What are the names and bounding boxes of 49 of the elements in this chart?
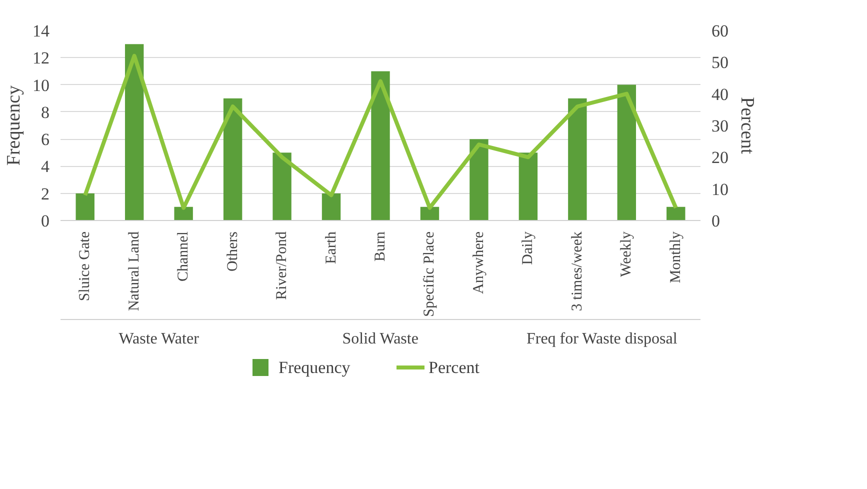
x-tick-label: Others (224, 231, 241, 272)
x-tick-label: Weekly (618, 231, 635, 277)
bar (272, 152, 292, 220)
y2-tick-label: 40 (712, 84, 728, 104)
y2-tick-label: 50 (712, 53, 728, 72)
bar (223, 98, 242, 220)
y2-axis-title: Percent (736, 97, 758, 155)
legend-label: Frequency (278, 358, 351, 377)
text: Freq for Waste disposal (526, 330, 678, 348)
x-tick-label: Monthly (668, 231, 684, 284)
x-tick-label: Daily (520, 231, 536, 265)
x-tick-label: Specific Place (422, 231, 438, 317)
x-tick-label: Natural Land (126, 231, 142, 312)
bar (470, 139, 488, 220)
y-tick-label: 8 (41, 102, 50, 122)
x-tick-label: Sluice Gate (77, 231, 94, 302)
y2-tick-label: 0 (712, 212, 720, 230)
bar (617, 84, 636, 220)
x-tick-label: 3 times/week (569, 231, 586, 312)
y-tick-label: 0 (41, 212, 50, 230)
y-tick-label: 4 (41, 157, 50, 176)
text: Solid Waste (342, 330, 418, 348)
y2-tick-label: 20 (712, 148, 728, 168)
y-tick-label: 10 (32, 76, 50, 95)
y2-tick-label: 60 (712, 22, 728, 40)
bar (420, 206, 440, 220)
x-tick-label: River/Pond (274, 231, 290, 300)
bar (174, 206, 193, 220)
x-tick-label: Channel (176, 231, 192, 282)
line-series (83, 54, 678, 210)
y-tick-label: 2 (41, 184, 50, 204)
bar (568, 98, 587, 220)
legend-label: Percent (428, 358, 480, 377)
y2-tick-label: 30 (712, 116, 728, 136)
x-tick-label: Burn (372, 231, 388, 262)
y-tick-label: 14 (32, 22, 50, 40)
bar (666, 206, 686, 220)
bar (124, 44, 144, 220)
text: Waste Water (118, 330, 200, 348)
x-tick-label: Anywhere (470, 231, 487, 294)
bar (76, 193, 94, 220)
y-tick-label: 6 (41, 130, 50, 150)
bar (371, 71, 390, 220)
bar (518, 152, 538, 220)
y2-tick-label: 10 (712, 180, 728, 199)
y-axis-title: Frequency (4, 84, 24, 166)
x-tick-label: Earth (323, 231, 340, 264)
y-tick-label: 12 (32, 48, 50, 68)
bar (322, 193, 341, 220)
